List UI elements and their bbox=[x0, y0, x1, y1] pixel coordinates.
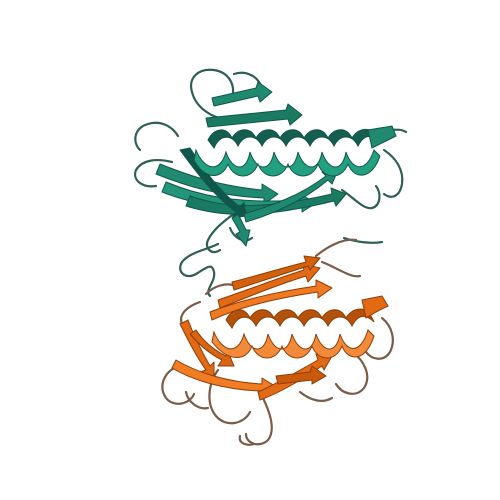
chain-a-loop bbox=[190, 68, 235, 122]
chain-b-domain bbox=[161, 238, 394, 446]
chain-b-loop bbox=[364, 316, 394, 360]
chain-a-loop bbox=[179, 242, 220, 298]
chain-a-loop bbox=[134, 159, 174, 188]
chain-a-helix-back bbox=[207, 129, 381, 149]
chain-a-domain bbox=[134, 68, 408, 298]
chain-b-strand bbox=[231, 255, 321, 291]
chain-a-loop bbox=[382, 148, 404, 198]
chain-a-strand bbox=[231, 213, 251, 247]
chain-b-loop bbox=[180, 300, 202, 326]
chain-b-helix-back bbox=[225, 308, 375, 329]
chain-a-strand bbox=[211, 81, 273, 107]
chain-b-helix bbox=[211, 295, 389, 359]
chain-a-loop bbox=[340, 184, 381, 210]
chain-b-loop bbox=[314, 238, 358, 258]
chain-a-loop bbox=[205, 210, 238, 254]
chain-b-loop bbox=[244, 394, 273, 446]
chain-a-strand bbox=[155, 163, 279, 205]
chain-a-loop bbox=[342, 236, 384, 244]
chain-b-loop bbox=[334, 350, 369, 395]
chain-b-loop bbox=[238, 434, 256, 446]
chain-b-helix-front bbox=[211, 329, 375, 359]
chain-b-strand bbox=[275, 365, 327, 385]
chain-a-strand bbox=[243, 169, 339, 223]
chain-b-strands bbox=[171, 255, 333, 401]
chain-b-helix-end bbox=[361, 295, 389, 319]
chain-a-strands bbox=[155, 81, 347, 247]
chain-a-loop bbox=[228, 226, 254, 242]
chain-b-loop bbox=[184, 390, 210, 410]
chain-b-loop bbox=[320, 260, 362, 278]
chain-a-helix-front bbox=[193, 148, 381, 177]
chain-a-helix-end bbox=[367, 125, 397, 149]
chain-b-strand bbox=[217, 263, 321, 309]
chain-b-strand bbox=[189, 329, 235, 367]
chain-b-loop bbox=[161, 364, 196, 405]
chain-a-loop bbox=[134, 121, 180, 152]
chain-b-loop bbox=[298, 390, 334, 402]
chain-b-strand bbox=[209, 279, 333, 321]
chain-a-helix bbox=[193, 125, 397, 177]
chain-a-strand bbox=[205, 103, 303, 128]
chain-a-coils bbox=[134, 68, 408, 298]
